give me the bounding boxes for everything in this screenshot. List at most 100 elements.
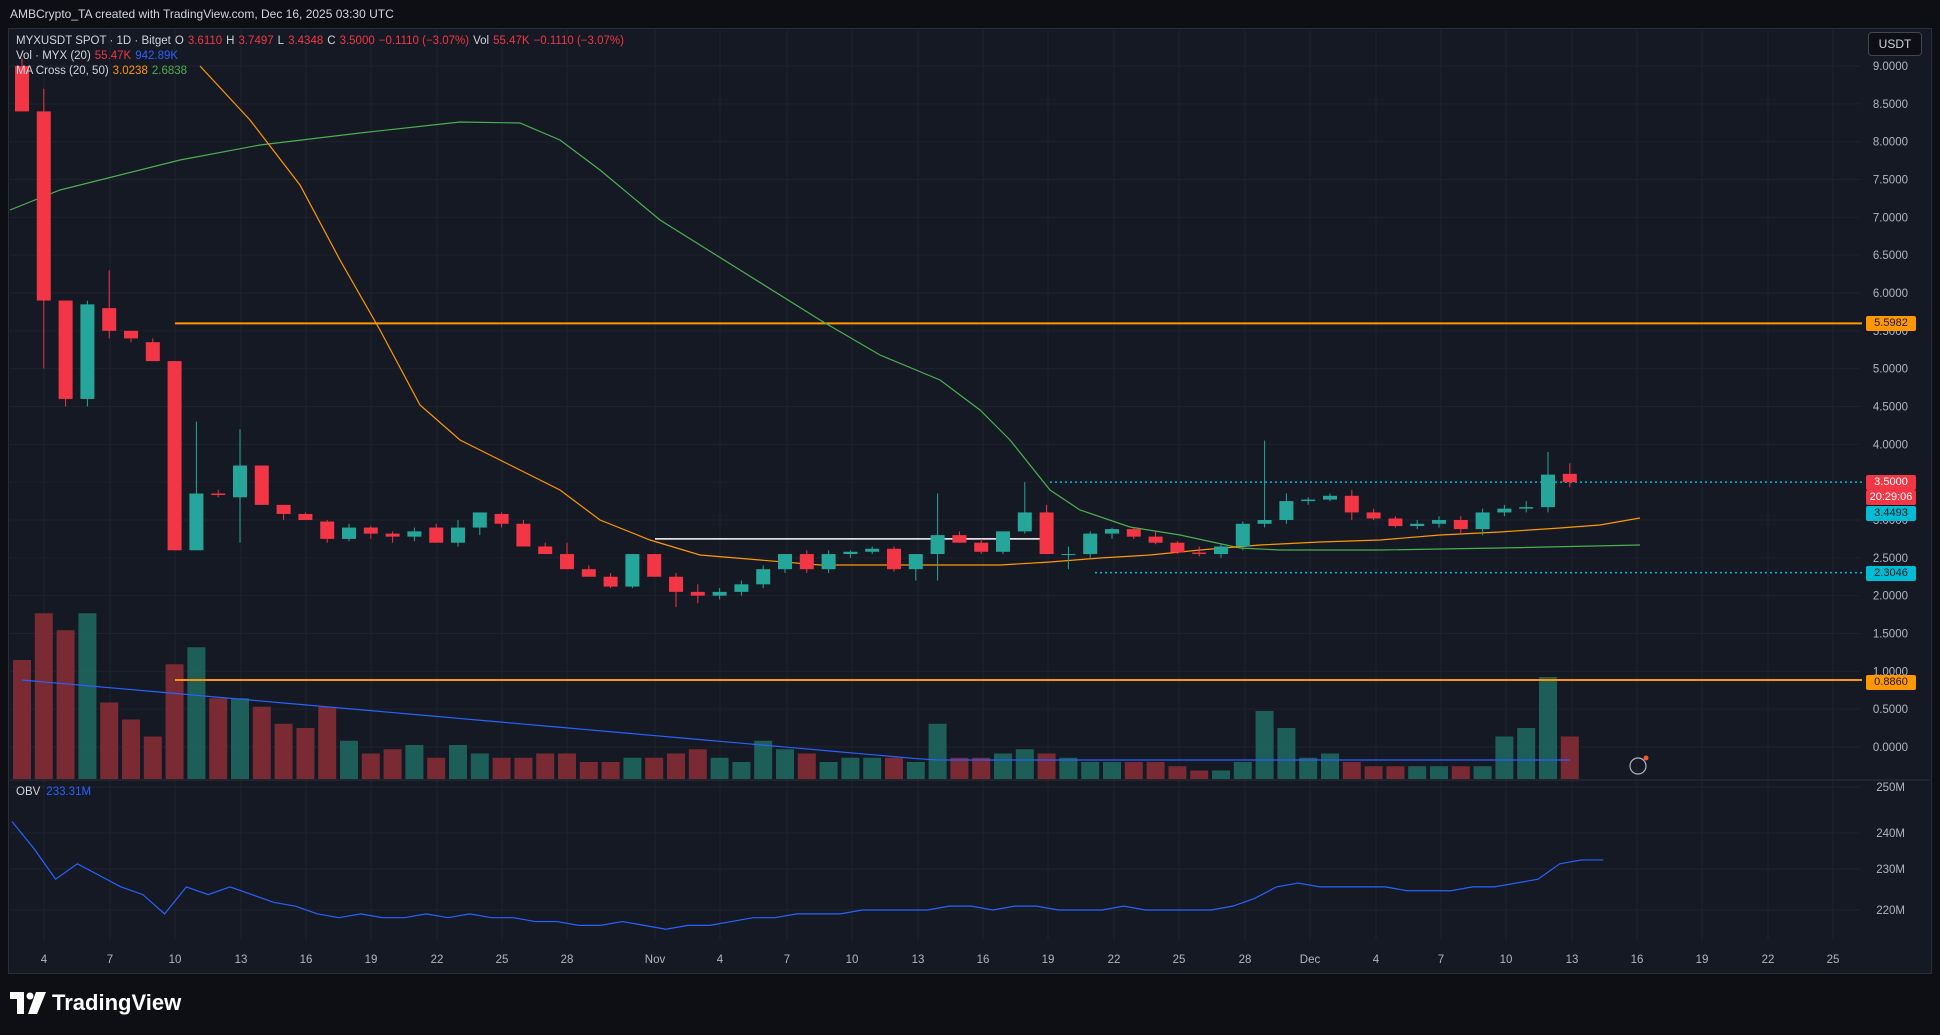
candle-body <box>1039 512 1054 555</box>
candle-body <box>102 308 117 331</box>
candle-body <box>276 504 291 514</box>
volume-bar <box>863 757 882 779</box>
y-axis-tick: 8.0000 <box>1873 137 1908 149</box>
x-axis-tick: 7 <box>107 954 113 966</box>
volume-bar <box>296 728 315 779</box>
volume-bar <box>1124 762 1143 779</box>
volume-bar <box>1342 762 1361 779</box>
x-axis-tick: 25 <box>1173 954 1186 966</box>
y-axis-tick: 8.5000 <box>1873 99 1908 111</box>
resistance-price-tag: 5.5982 <box>1866 316 1916 331</box>
candle-body <box>472 512 487 528</box>
chart-area[interactable] <box>8 28 1932 974</box>
high-label: H <box>226 35 235 47</box>
volume-bar <box>950 757 969 779</box>
y-axis-tick: 5.0000 <box>1873 364 1908 376</box>
x-axis-tick: 19 <box>1042 954 1055 966</box>
candle-body <box>1475 512 1490 530</box>
candle-body <box>1235 523 1250 547</box>
candle-body <box>145 342 160 362</box>
symbol-label[interactable]: MYXUSDT SPOT · 1D · Bitget <box>16 35 171 47</box>
low-value: 3.4348 <box>288 35 324 47</box>
vol-change: −0.1110 (−3.07%) <box>533 35 624 47</box>
candle-body <box>1519 507 1534 509</box>
volume-bar <box>819 762 838 779</box>
volume-bar <box>1255 711 1274 779</box>
candle-body <box>843 551 858 555</box>
legend-row-symbol: MYXUSDT SPOT · 1D · Bitget O 3.6110 H 3.74… <box>16 34 624 49</box>
ma-fast-line <box>199 65 1641 566</box>
volume-bar <box>1168 766 1187 779</box>
volume-indicator-label[interactable]: Vol · MYX (20) <box>16 50 91 62</box>
open-label: O <box>174 35 184 47</box>
candle-body <box>1061 554 1076 556</box>
candle-body <box>538 546 553 555</box>
volume-bar <box>1146 762 1165 779</box>
candle-body <box>1410 523 1425 527</box>
candle-body <box>363 527 378 534</box>
last-price-tag: 3.5000 <box>1866 475 1916 490</box>
legend-row-volume: Vol · MYX (20) 55.47K 942.89K <box>16 49 624 64</box>
currency-button[interactable]: USDT <box>1868 32 1922 56</box>
y-axis-tick: 2.0000 <box>1873 591 1908 603</box>
volume-bar <box>100 702 119 779</box>
y-axis-tick: 6.0000 <box>1873 288 1908 300</box>
x-axis-tick: 22 <box>431 954 444 966</box>
candle-body <box>625 554 640 587</box>
candle-body <box>952 535 967 543</box>
candle-body <box>516 523 531 547</box>
candle-body <box>1257 520 1272 524</box>
x-axis-tick: 10 <box>1500 954 1513 966</box>
x-axis-tick: 7 <box>784 954 790 966</box>
volume-bar <box>274 723 293 779</box>
chart-svg[interactable]: 9.0000 8.5000 8.0000 7.5000 7.0000 6.5000 6.00… <box>0 0 1940 980</box>
candle-body <box>1344 495 1359 513</box>
candle-body <box>1105 529 1119 534</box>
low-label: L <box>277 35 285 47</box>
high-value: 3.7497 <box>238 35 274 47</box>
volume-bar <box>1015 749 1034 779</box>
candle-body <box>1126 529 1141 537</box>
candle-body <box>930 535 945 555</box>
candle-body <box>407 531 422 537</box>
candle-body <box>1083 533 1098 555</box>
x-axis-tick: 13 <box>1566 954 1579 966</box>
obv-label[interactable]: OBV <box>16 786 41 798</box>
x-axis-tick: 28 <box>1239 954 1252 966</box>
volume-bar <box>1473 766 1492 779</box>
volume-bar <box>187 647 206 779</box>
obv-value: 233.31M <box>46 786 92 798</box>
y-axis-tick: 4.5000 <box>1873 402 1908 414</box>
candle-body <box>58 300 73 399</box>
volume-bar <box>318 706 337 779</box>
y-axis-tick: 4.0000 <box>1873 439 1908 451</box>
volume-bar <box>623 757 642 779</box>
tradingview-logo[interactable]: TradingView <box>10 990 181 1016</box>
volume-bar <box>1408 766 1427 779</box>
ma-cross-label[interactable]: MA Cross (20, 50) <box>16 65 109 77</box>
ma-slow-line <box>9 121 1641 551</box>
y-axis-tick: 2.5000 <box>1873 553 1908 565</box>
candle-body <box>647 554 662 577</box>
candle-body <box>211 493 226 496</box>
x-axis-tick: 25 <box>1827 954 1840 966</box>
candle-body <box>887 548 901 570</box>
volume-bar <box>1212 770 1230 779</box>
volume-bar <box>1517 728 1536 779</box>
volume-bar <box>776 749 794 779</box>
volume-bar <box>1495 736 1514 779</box>
volume-bar <box>710 757 729 779</box>
volume-bar <box>667 753 685 779</box>
candle-body <box>494 513 509 524</box>
candle-body <box>1148 536 1163 543</box>
candle-body <box>451 527 465 543</box>
volume-bar <box>427 757 446 779</box>
volume-bar <box>972 757 991 779</box>
open-value: 3.6110 <box>187 35 223 47</box>
candle-body <box>80 304 95 399</box>
candle-body <box>254 465 269 505</box>
candle-body <box>1366 512 1381 519</box>
y-axis-tick: 7.0000 <box>1873 212 1908 224</box>
candle-body <box>603 576 618 587</box>
countdown-tag: 20:29:06 <box>1866 490 1916 505</box>
